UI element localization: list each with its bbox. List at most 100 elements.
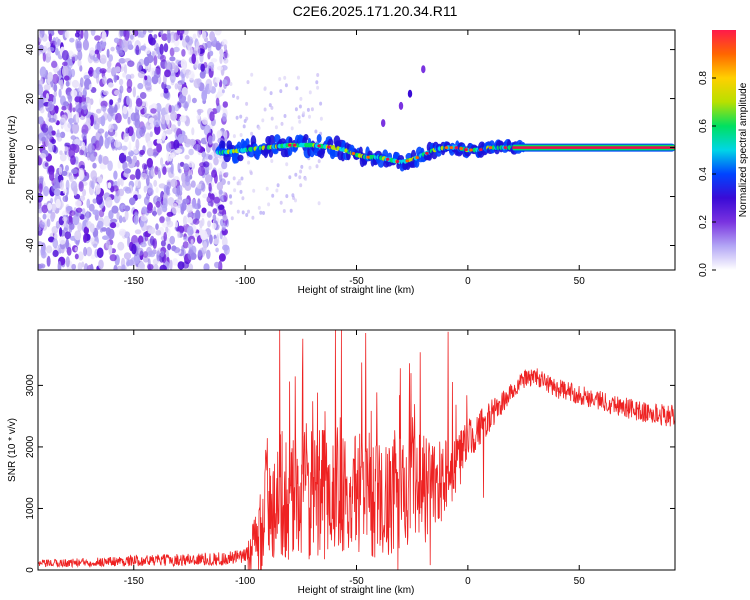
noise-blob [161,132,166,141]
ridge-peak [405,159,410,163]
noise-blob [222,191,226,196]
noise-blob [201,151,207,158]
noise-blob [202,193,208,199]
colorbar-tick-label: 0.0 [698,263,709,277]
noise-blob [65,205,73,212]
noise-blob [270,105,274,110]
ridge-peak [395,160,400,163]
noise-blob [51,211,56,220]
noise-blob [167,119,171,129]
noise-blob [64,231,72,240]
noise-blob [202,30,207,40]
noise-blob [43,186,50,197]
ridge-glow [316,134,322,143]
noise-blob [82,89,86,96]
ridge-peak [385,157,390,161]
noise-blob [213,157,219,166]
noise-blob [216,232,220,240]
noise-blob [215,77,221,84]
noise-blob [147,187,154,196]
noise-blob [98,154,103,164]
noise-blob [298,104,302,109]
noise-blob [160,54,166,62]
noise-blob [197,166,206,177]
noise-blob [190,238,194,245]
noise-blob [196,114,201,120]
noise-blob [147,202,153,211]
noise-blob [47,202,53,211]
noise-blob [225,172,229,176]
noise-blob [69,210,76,217]
noise-blob [197,249,203,257]
noise-blob [165,186,170,196]
diagonal-blob [381,119,386,128]
noise-blob [222,244,230,251]
noise-blob [75,111,80,123]
ridge-glow [327,138,334,147]
noise-blob [294,172,298,177]
noise-blob [221,39,228,46]
noise-blob [317,201,321,206]
noise-blob [316,85,320,90]
noise-blob [137,261,145,270]
noise-blob [161,114,166,125]
noise-blob [53,188,61,197]
noise-blob [103,90,109,96]
noise-blob [257,126,261,131]
heatmap-x-ticks: -150 -100 -50 0 50 [124,30,585,287]
ridge-glow [255,152,260,161]
noise-blob [257,205,261,210]
noise-blob [222,214,228,221]
noise-blob [74,247,78,252]
noise-blob [179,115,187,123]
x-tick-label: 0 [465,576,471,587]
noise-blob [191,97,197,104]
colorbar-label: Normalized spectral amplitude [738,82,749,217]
noise-blob [239,114,243,119]
noise-blob [135,168,141,180]
x-tick-label: 50 [574,576,586,587]
noise-blob [282,209,286,213]
noise-blob [160,240,166,247]
ridge-peak [449,146,454,150]
noise-blob [93,57,99,62]
heatmap-x-label: Height of straight line (km) [298,285,415,296]
noise-blob [65,165,69,172]
noise-blob [73,185,78,196]
noise-blob [75,211,82,217]
noise-blob [45,245,53,254]
noise-blob [68,52,76,57]
noise-blob [89,114,94,127]
noise-blob [99,227,104,233]
noise-blob [184,154,190,160]
noise-blob [159,43,164,55]
noise-blob [222,79,228,85]
noise-blob [174,104,180,112]
noise-blob [144,234,149,242]
noise-blob [139,129,146,137]
noise-blob [183,163,190,171]
x-tick-label: -150 [124,276,144,287]
ridge-peak [317,144,321,148]
noise-blob [181,86,188,97]
noise-blob [102,75,107,85]
noise-blob [46,93,49,100]
noise-blob [38,264,43,269]
y-tick-label: 40 [25,44,36,56]
noise-blob [64,75,70,81]
snr-y-label: SNR (10 * v/v) [7,418,18,482]
noise-blob [148,37,156,46]
noise-blob [52,249,59,258]
y-tick-label: 3000 [25,374,36,397]
noise-blob [74,200,82,208]
noise-blob [63,146,69,152]
noise-blob [107,160,113,172]
noise-blob [156,250,161,262]
noise-blob [80,30,84,39]
noise-blob [122,105,128,115]
noise-blob [47,100,54,112]
noise-blob [304,177,308,181]
noise-blob [155,42,160,55]
noise-blob [39,177,44,184]
noise-blob [137,82,144,90]
